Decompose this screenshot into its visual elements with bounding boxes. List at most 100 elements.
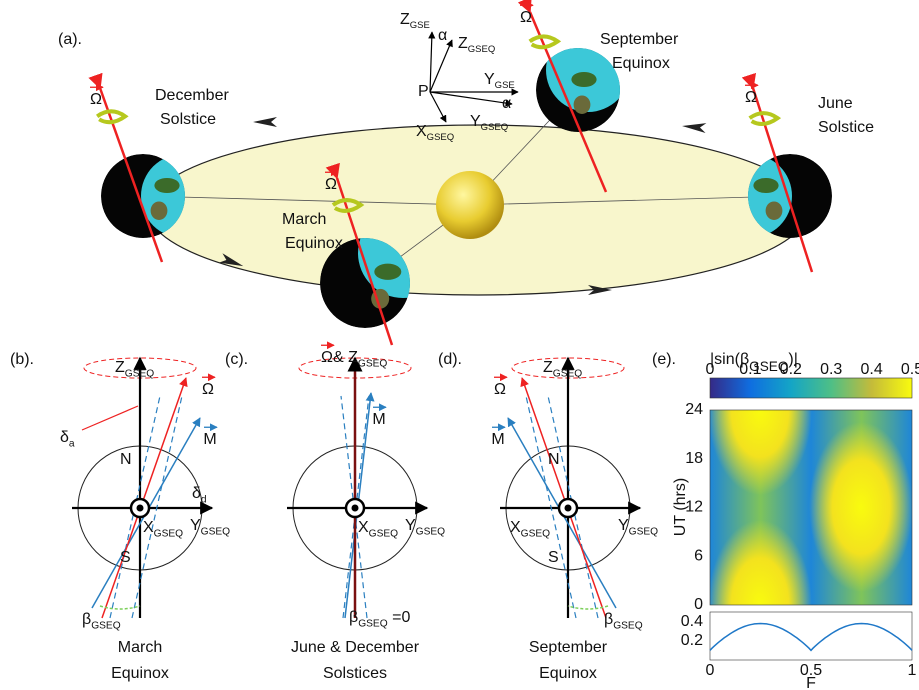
continent <box>753 177 779 194</box>
axis-label: F <box>806 675 816 690</box>
spin-axis <box>88 72 164 263</box>
label: βGSEQ =0 <box>349 609 410 629</box>
subscript: GSEQ <box>613 620 643 631</box>
continent <box>765 201 783 220</box>
tick-label: 0.1 <box>739 361 761 378</box>
subscript: GSEQ <box>358 618 388 629</box>
tick-label: 0.3 <box>820 361 842 378</box>
spin-swirl <box>331 198 365 213</box>
label-part: Y <box>405 517 416 534</box>
orbit-arrow <box>253 117 277 127</box>
label-part: Y <box>618 517 629 534</box>
subscript: GSEQ <box>427 131 455 142</box>
subscript: GSEQ <box>91 620 121 631</box>
line-curve <box>709 622 913 652</box>
subscript: d <box>201 494 207 505</box>
label: Solstice <box>818 119 874 136</box>
panel-label: (d). <box>438 351 462 368</box>
line <box>429 39 453 93</box>
label-part: Z <box>115 359 125 376</box>
subscript: GSEQ <box>629 526 659 537</box>
label: ZGSEQ <box>115 359 154 379</box>
tick-label: 0.2 <box>681 632 703 649</box>
label: βGSEQ <box>82 611 121 631</box>
panel-label: (b). <box>10 351 34 368</box>
label: YGSEQ <box>618 517 658 537</box>
subscript: GSE <box>410 19 430 30</box>
continent <box>571 71 597 88</box>
spin-axis <box>325 162 394 346</box>
tick-label: 24 <box>685 401 703 418</box>
orbit-arrow <box>682 123 707 134</box>
tick-label: 0.4 <box>681 613 703 630</box>
label: XGSEQ <box>358 519 398 539</box>
continent <box>154 177 180 194</box>
label: March <box>118 639 162 656</box>
label: & ZGSEQ <box>333 349 387 369</box>
beta-arc <box>99 605 141 610</box>
label: XGSEQ <box>143 519 183 539</box>
origin-dot <box>351 504 359 512</box>
continent <box>573 95 591 114</box>
label-part: Y <box>190 517 201 534</box>
subscript: GSE <box>495 79 515 90</box>
label: Ω <box>520 9 532 26</box>
label-part: |sin(β <box>710 351 749 368</box>
label: YGSEQ <box>190 517 230 537</box>
continent <box>374 263 402 280</box>
label: YGSE <box>484 71 515 90</box>
label: XGSEQ <box>416 123 454 142</box>
label: Ω <box>325 176 337 193</box>
label: June & December <box>291 639 420 656</box>
label: M <box>203 431 216 448</box>
heatmap <box>710 410 912 605</box>
delta-pointer <box>81 405 139 431</box>
label-part: X <box>143 519 154 536</box>
label-part: δ <box>192 485 201 502</box>
label: Ω <box>202 381 214 398</box>
tick-label: 1 <box>908 662 917 679</box>
label-part: Y <box>484 71 495 88</box>
subscript: GSEQ <box>358 358 388 369</box>
label: September <box>600 31 679 48</box>
label: Equinox <box>539 665 597 682</box>
label-part: β <box>604 611 613 628</box>
continent <box>150 201 168 220</box>
sun-line <box>142 195 471 206</box>
origin-dot <box>564 504 572 512</box>
line-plot-frame <box>709 611 913 661</box>
label: YGSEQ <box>405 517 445 537</box>
label: Equinox <box>111 665 169 682</box>
label: December <box>155 87 229 104</box>
subscript: GSEQ <box>468 43 496 54</box>
tick-label: 12 <box>685 499 703 516</box>
omega-axis <box>101 377 188 619</box>
label: Solstices <box>323 665 387 682</box>
panel-title: |sin(βGSEQ)| <box>710 351 798 373</box>
label-part: =0 <box>388 609 411 626</box>
sun <box>436 171 504 239</box>
label: M <box>372 411 385 428</box>
label-part: X <box>416 123 427 140</box>
label: M <box>491 431 504 448</box>
orbit-arrow <box>219 253 244 267</box>
label: Equinox <box>612 55 670 72</box>
label: α <box>438 27 447 44</box>
label: S <box>120 549 131 566</box>
label-part: δ <box>60 429 69 446</box>
cone-line <box>131 395 183 619</box>
label: Equinox <box>285 235 343 252</box>
label: N <box>548 451 560 468</box>
label-part: )| <box>788 351 797 368</box>
label: Ω <box>745 89 757 106</box>
subscript: GSEQ <box>749 359 788 374</box>
line <box>429 91 447 123</box>
subscript: a <box>69 438 75 449</box>
tick-label: 0.2 <box>780 361 802 378</box>
subscript: GSEQ <box>416 526 446 537</box>
tick-label: 18 <box>685 450 703 467</box>
label: ZGSEQ <box>458 35 495 54</box>
label: June <box>818 95 853 112</box>
heatmap-frame <box>709 409 913 606</box>
